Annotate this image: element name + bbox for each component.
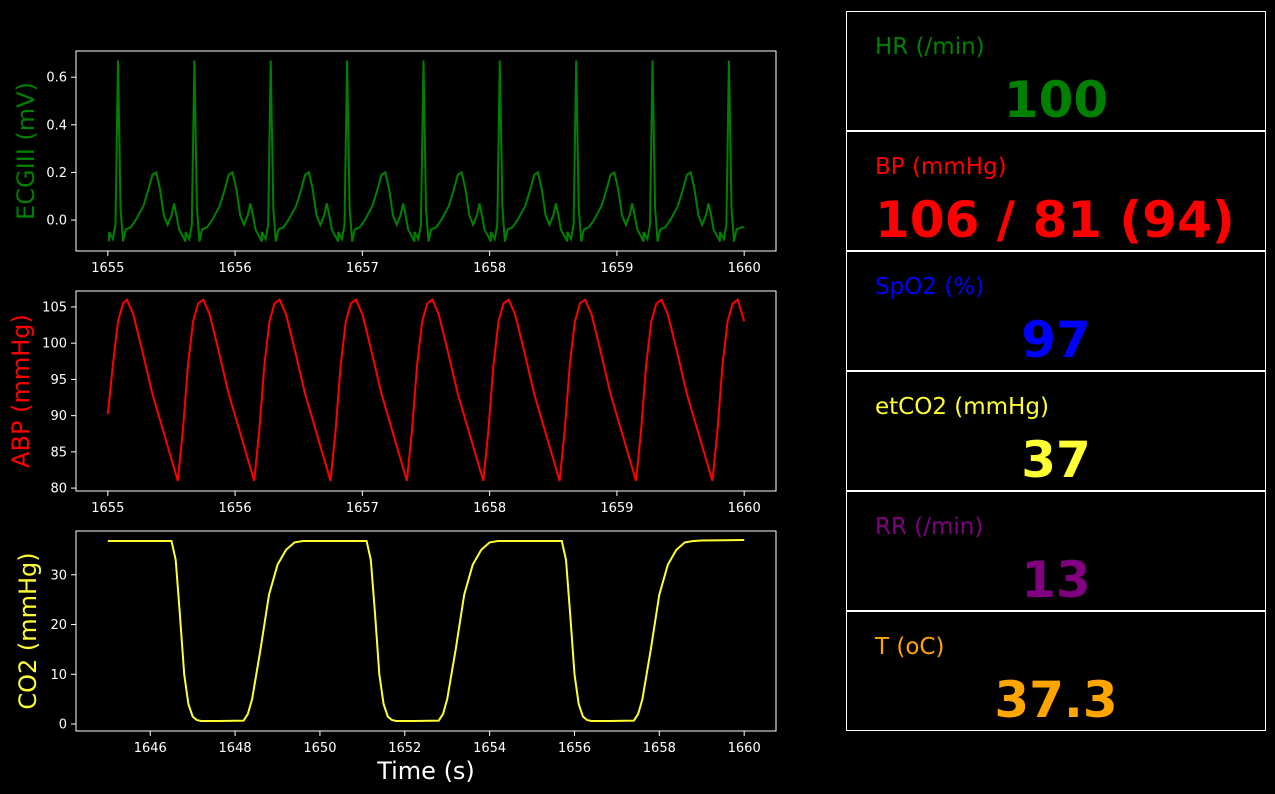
abp-xtick-label: 1659 (600, 501, 633, 516)
abp-axes-frame (75, 290, 777, 492)
abp-chart: 1655 1656 1657 1658 1659 1660 80 85 90 95 100 105 A… (7, 290, 777, 516)
co2-xtick-label: 1656 (558, 741, 591, 756)
waveform-charts: 1655 1656 1657 1658 1659 1660 0.0 0.2 0.4 0.6 ECG… (7, 50, 777, 785)
spo2-value: 97 (1021, 311, 1091, 369)
ecg-xtick-label: 1660 (728, 261, 761, 276)
ecg-ytick-label: 0.2 (46, 166, 67, 181)
co2-ylabel: CO2 (mmHg) (14, 552, 42, 709)
co2-xtick-label: 1660 (728, 741, 761, 756)
co2-ytick-label: 30 (50, 568, 67, 583)
co2-chart: 1646 1648 1650 1652 1654 1656 1658 16600102030 … (14, 530, 777, 785)
abp-waveform (106, 297, 746, 482)
ecg-xtick-label: 1658 (473, 261, 506, 276)
ecg-ytick-label: 0.0 (46, 214, 67, 229)
co2-xtick-label: 1648 (219, 741, 252, 756)
abp-ylabel: ABP (mmHg) (7, 314, 35, 468)
abp-xtick-label: 1656 (219, 501, 252, 516)
temp-value: 37.3 (994, 671, 1118, 729)
temp-panel: T (oC) 37.3 (846, 611, 1266, 731)
rr-value: 13 (1021, 551, 1091, 609)
co2-axes-frame (75, 530, 777, 732)
abp-ticks: 1655 1656 1657 1658 1659 1660 80 85 90 95 100 105 (42, 300, 761, 516)
abp-ytick-label: 95 (50, 373, 67, 388)
co2-xtick-label: 1654 (473, 741, 506, 756)
rr-panel: RR (/min) 13 (846, 491, 1266, 611)
ecg-ylabel: ECGIII (mV) (12, 82, 40, 220)
abp-xtick-label: 1655 (91, 501, 124, 516)
ecg-axes-frame (75, 50, 777, 252)
bp-panel: BP (mmHg) 106 / 81 (94) (846, 131, 1266, 251)
co2-ticks: 1646 1648 1650 1652 1654 1656 1658 1660 0 10 20 30 (50, 568, 760, 756)
co2-ytick-label: 0 (59, 718, 67, 733)
abp-xtick-label: 1657 (346, 501, 379, 516)
ecg-chart: 1655 1656 1657 1658 1659 1660 0.0 0.2 0.4 0.6 ECG… (12, 50, 777, 276)
ecg-ytick-label: 0.6 (46, 71, 67, 86)
etco2-label: etCO2 (mmHg) (875, 394, 1049, 420)
abp-ytick-label: 80 (50, 482, 67, 497)
co2-xlabel: Time (s) (376, 757, 475, 785)
hr-label: HR (/min) (875, 34, 985, 60)
ecg-xtick-label: 1659 (600, 261, 633, 276)
abp-xtick-label: 1660 (728, 501, 761, 516)
co2-xtick-label: 1658 (643, 741, 676, 756)
hr-panel: HR (/min) 100 (846, 11, 1266, 131)
etco2-panel: etCO2 (mmHg) 37 (846, 371, 1266, 491)
ecg-ticks: 1655 1656 1657 1658 1659 1660 0.0 0.2 0.4 0.6 (46, 71, 760, 276)
co2-ytick-label: 20 (50, 618, 67, 633)
etco2-value: 37 (1021, 431, 1091, 489)
ecg-xtick-label: 1657 (346, 261, 379, 276)
abp-ytick-label: 90 (50, 409, 67, 424)
co2-xtick-label: 1652 (388, 741, 421, 756)
ecg-xtick-label: 1656 (219, 261, 252, 276)
spo2-panel: SpO2 (%) 97 (846, 251, 1266, 371)
co2-xtick-label: 1646 (134, 741, 167, 756)
temp-label: T (oC) (875, 634, 945, 660)
bp-label: BP (mmHg) (875, 154, 1007, 180)
spo2-label: SpO2 (%) (875, 274, 985, 300)
ecg-waveform (108, 60, 745, 243)
co2-xtick-label: 1650 (303, 741, 336, 756)
ecg-ytick-label: 0.4 (46, 118, 67, 133)
abp-ytick-label: 85 (50, 445, 67, 460)
co2-waveform (107, 539, 745, 722)
abp-xtick-label: 1658 (473, 501, 506, 516)
hr-value: 100 (1003, 71, 1109, 129)
rr-label: RR (/min) (875, 514, 984, 540)
ecg-xtick-label: 1655 (91, 261, 124, 276)
abp-ytick-label: 100 (42, 337, 67, 352)
co2-ytick-label: 10 (50, 668, 67, 683)
bp-value: 106 / 81 (94) (875, 191, 1235, 249)
abp-ytick-label: 105 (42, 300, 67, 315)
